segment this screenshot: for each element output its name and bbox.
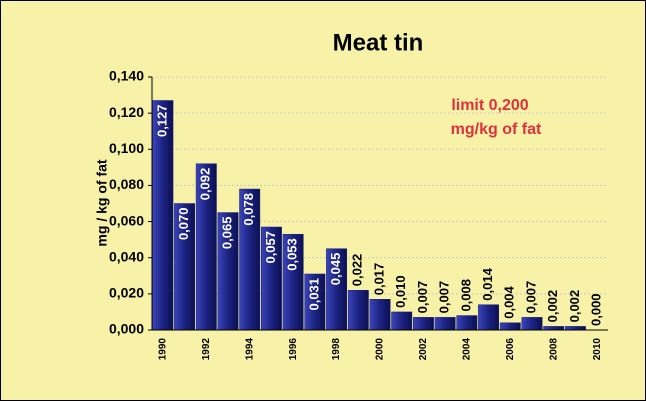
y-tick-label: 0,100 — [109, 140, 144, 156]
data-label: 0,000 — [589, 293, 604, 326]
bar — [347, 289, 369, 331]
data-label: 0,127 — [154, 104, 169, 137]
bar — [543, 326, 565, 331]
annotation: limit 0,200 — [451, 97, 528, 114]
x-tick-label: 1996 — [288, 338, 299, 361]
annotation: mg/kg of fat — [451, 121, 542, 138]
data-label: 0,017 — [371, 263, 386, 296]
x-tick-label: 2006 — [505, 338, 516, 361]
y-tick-label: 0,000 — [109, 321, 144, 337]
y-tick-label: 0,060 — [109, 212, 144, 228]
chart-title: Meat tin — [333, 29, 424, 56]
y-tick-label: 0,020 — [109, 285, 144, 301]
y-tick-label: 0,140 — [109, 68, 144, 84]
data-label: 0,002 — [545, 290, 560, 323]
x-tick-label: 2004 — [461, 338, 472, 361]
data-label: 0,007 — [437, 281, 452, 314]
bar — [369, 299, 391, 331]
bar — [391, 311, 413, 331]
data-label: 0,014 — [480, 267, 495, 300]
x-tick-label: 2002 — [418, 338, 429, 361]
x-tick-label: 2000 — [375, 338, 386, 361]
data-label: 0,031 — [306, 278, 321, 311]
bar — [521, 317, 543, 331]
x-tick-label: 1992 — [201, 338, 212, 361]
x-tick-label: 2010 — [592, 338, 603, 361]
data-label: 0,053 — [285, 238, 300, 271]
bar — [499, 322, 521, 331]
data-label: 0,022 — [350, 254, 365, 287]
data-label: 0,007 — [415, 281, 430, 314]
y-tick-label: 0,120 — [109, 104, 144, 120]
x-tick-label: 2008 — [548, 338, 559, 361]
data-label: 0,010 — [393, 275, 408, 308]
x-tick-label: 1998 — [331, 338, 342, 361]
bar — [478, 304, 500, 331]
y-tick-label: 0,040 — [109, 248, 144, 264]
x-tick-label: 1994 — [244, 338, 255, 361]
data-label: 0,092 — [198, 168, 213, 201]
data-label: 0,008 — [458, 279, 473, 312]
bar — [564, 326, 586, 331]
data-label: 0,070 — [176, 208, 191, 241]
y-axis-label: mg / kg of fat — [94, 159, 110, 246]
bar — [412, 317, 434, 331]
data-label: 0,057 — [263, 231, 278, 264]
data-label: 0,045 — [328, 253, 343, 286]
data-label: 0,065 — [219, 217, 234, 250]
data-label: 0,004 — [502, 285, 517, 318]
y-tick-label: 0,080 — [109, 176, 144, 192]
data-label: 0,007 — [523, 281, 538, 314]
data-label: 0,002 — [567, 290, 582, 323]
x-tick-label: 1990 — [157, 338, 168, 361]
data-label: 0,078 — [241, 193, 256, 226]
bar — [434, 317, 456, 331]
bar — [456, 315, 478, 331]
